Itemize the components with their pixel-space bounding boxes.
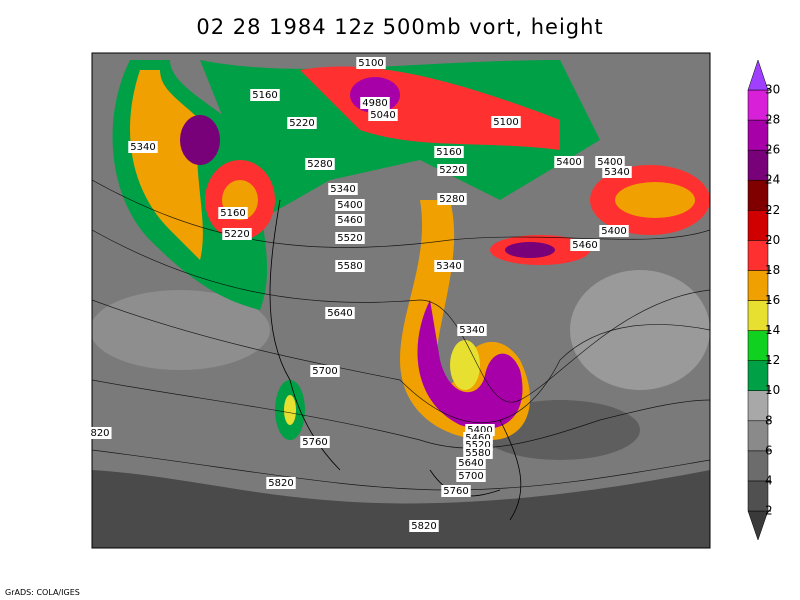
colorbar-tick-label: 28 (765, 113, 780, 127)
title: 02 28 1984 12z 500mb vort, height (196, 15, 603, 39)
colorbar-tick-label: 6 (765, 443, 773, 457)
credit: GrADS: COLA/IGES (5, 588, 80, 597)
contour-label: 5580 (337, 261, 362, 272)
contour-label-box (456, 470, 486, 482)
colorbar-tick-label: 26 (765, 143, 780, 157)
contour-label-box (595, 156, 625, 168)
contour-label: 5340 (130, 142, 155, 153)
contour-label: 5400 (601, 226, 626, 237)
contour-label: 5220 (289, 118, 314, 129)
contour-label-box (335, 232, 365, 244)
contour-label: 5160 (252, 90, 277, 101)
contour-label: 5040 (370, 110, 395, 121)
contour-label-box (310, 365, 340, 377)
contour-label-box (335, 199, 365, 211)
contour-label-box (463, 447, 493, 459)
colorbar-tick-label: 4 (765, 473, 773, 487)
contour-label-box (441, 485, 471, 497)
colorbar-tick-label: 10 (765, 383, 780, 397)
contour-label-box (434, 260, 464, 272)
contour-label-box (266, 477, 296, 489)
colorbar-tick-label: 30 (765, 83, 780, 97)
contour-label: 820 (90, 428, 109, 439)
colorbar-tick-label: 16 (765, 293, 780, 307)
contour-label: 5760 (302, 437, 327, 448)
contour-label-box (335, 214, 365, 226)
contour-label: 5460 (465, 433, 490, 444)
contour-label-box (88, 427, 112, 439)
contour-label: 5160 (436, 147, 461, 158)
contour-label: 5100 (358, 58, 383, 69)
contour-label-box (368, 109, 398, 121)
contour-label: 5640 (327, 308, 352, 319)
contour-label: 5340 (604, 167, 629, 178)
contour-label-box (128, 141, 158, 153)
contour-label-box (554, 156, 584, 168)
colorbar-tick-label: 18 (765, 263, 780, 277)
contour-label-box (491, 116, 521, 128)
contour-label-box (599, 225, 629, 237)
colorbar-high (747, 59, 769, 91)
contour-label: 5280 (307, 159, 332, 170)
colorbar-tick-label: 22 (765, 203, 780, 217)
contour-label: 5160 (220, 208, 245, 219)
contour-label-box (222, 228, 252, 240)
contour-label: 5340 (436, 261, 461, 272)
colorbar-tick-label: 20 (765, 233, 780, 247)
colorbar-tick-label: 2 (765, 504, 773, 518)
contour-label: 4980 (362, 98, 387, 109)
contour-label-box (287, 117, 317, 129)
contour-label: 5340 (459, 325, 484, 336)
contour-label: 5400 (467, 425, 492, 436)
colorbar-tick-label: 12 (765, 353, 780, 367)
contour-label-box (218, 207, 248, 219)
contour-label-box (457, 324, 487, 336)
contour-label-box (328, 183, 358, 195)
contour-label: 5460 (572, 240, 597, 251)
contour-label: 5520 (465, 440, 490, 451)
map (91, 52, 711, 549)
contour-label: 5820 (411, 521, 436, 532)
contour-label-box (250, 89, 280, 101)
contour-label-box (360, 97, 390, 109)
contour-label: 5640 (458, 458, 483, 469)
contour-label-box (434, 146, 464, 158)
colorbar-tick-label: 24 (765, 173, 780, 187)
contour-label: 5400 (337, 200, 362, 211)
contour-label-box (570, 239, 600, 251)
contour-label-box (437, 164, 467, 176)
contour-label: 5280 (439, 194, 464, 205)
contour-label: 5460 (337, 215, 362, 226)
contour-label-box (300, 436, 330, 448)
contour-label-box (456, 457, 486, 469)
contour-label: 5340 (330, 184, 355, 195)
contour-label: 5100 (493, 117, 518, 128)
contour-label-box (305, 158, 335, 170)
colorbar-tick-label: 8 (765, 413, 773, 427)
contour-label: 5700 (312, 366, 337, 377)
contour-label-box (325, 307, 355, 319)
contour-label: 5700 (458, 471, 483, 482)
contour-label-box (356, 57, 386, 69)
contour-label: 5820 (268, 478, 293, 489)
contour-label-box (409, 520, 439, 532)
contour-label: 5520 (337, 233, 362, 244)
contour-label: 5400 (556, 157, 581, 168)
contour-label: 5220 (439, 165, 464, 176)
contour-label-box (437, 193, 467, 205)
contour-label: 5220 (224, 229, 249, 240)
contour-label-box (335, 260, 365, 272)
contour-label: 5760 (443, 486, 468, 497)
contour-label: 5400 (597, 157, 622, 168)
contour-label-box (602, 166, 632, 178)
contour-label: 5580 (465, 448, 490, 459)
colorbar-tick-label: 14 (765, 323, 780, 337)
